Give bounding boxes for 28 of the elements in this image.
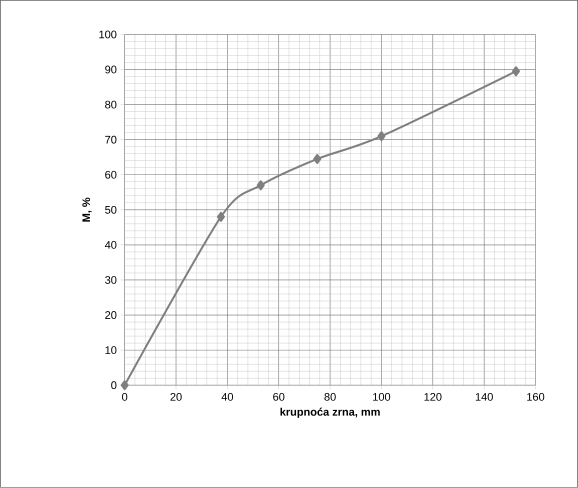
y-tick-label: 0 bbox=[111, 381, 116, 390]
x-tick-label: 60 bbox=[273, 393, 284, 401]
point bbox=[377, 131, 386, 142]
y-tick-label: 80 bbox=[105, 100, 116, 109]
y-tick-label: 30 bbox=[105, 276, 116, 284]
point bbox=[313, 154, 322, 164]
y-tick-label: 50 bbox=[105, 206, 116, 214]
point bbox=[256, 180, 265, 190]
y-axis-title: M, % bbox=[82, 198, 92, 222]
y-tick-label: 90 bbox=[105, 66, 116, 74]
x-tick-label: 140 bbox=[476, 393, 493, 401]
x-tick-label: 160 bbox=[527, 393, 544, 401]
y-tick-label: 70 bbox=[105, 136, 116, 144]
x-tick-label: 20 bbox=[170, 393, 182, 401]
y-tick-label: 60 bbox=[105, 170, 116, 179]
point bbox=[216, 212, 225, 222]
x-axis-title: krupnoća zrna, mm bbox=[280, 408, 380, 418]
x-tick-label: 40 bbox=[222, 393, 234, 401]
x-tick-label: 80 bbox=[324, 393, 336, 401]
y-tick-label: 20 bbox=[105, 311, 116, 320]
point bbox=[512, 66, 520, 76]
y-tick-label: 40 bbox=[104, 241, 116, 249]
y-tick-label: 10 bbox=[105, 346, 116, 354]
x-tick-label: 0 bbox=[122, 393, 128, 401]
x-tick-label: 120 bbox=[424, 393, 442, 401]
y-tick-label: 100 bbox=[99, 30, 116, 38]
point bbox=[120, 380, 129, 390]
x-tick-label: 100 bbox=[373, 393, 390, 401]
